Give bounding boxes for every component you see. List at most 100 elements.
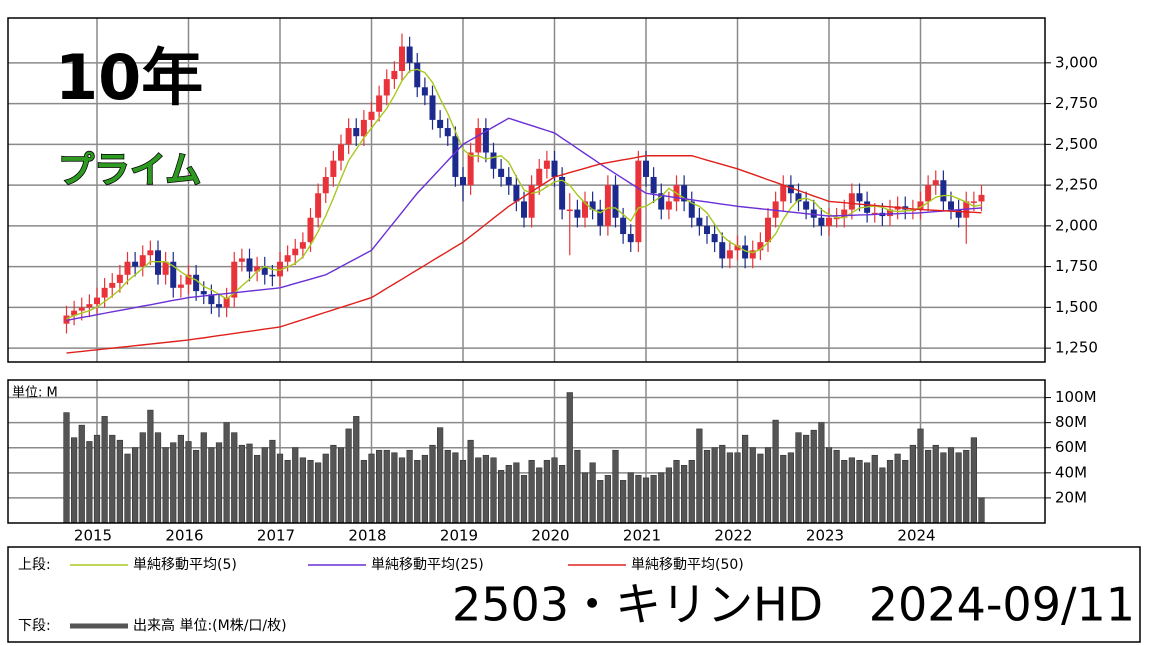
volume-bar	[917, 428, 924, 524]
candle-body	[505, 176, 512, 186]
volume-bar	[254, 454, 261, 524]
candle-body	[482, 128, 489, 153]
moving-average-line	[66, 155, 982, 354]
candle-body	[780, 185, 787, 202]
volume-bar	[139, 432, 146, 524]
candle-body	[826, 217, 832, 226]
volume-bar	[589, 462, 596, 524]
candle-body	[254, 266, 261, 272]
volume-bar	[376, 449, 383, 524]
volume-bar	[871, 454, 878, 524]
candle-body	[231, 261, 238, 298]
candle-body	[330, 160, 337, 177]
volume-bar	[459, 459, 467, 524]
candle-body	[368, 111, 375, 120]
candle-body	[658, 193, 665, 210]
y-tick-label: 2,750	[1055, 94, 1098, 112]
candle-body	[696, 217, 703, 226]
volume-bar	[642, 477, 650, 524]
candle-body	[269, 274, 276, 277]
volume-bar	[147, 409, 154, 524]
candle-body	[238, 258, 245, 262]
volume-bar	[559, 464, 566, 524]
candle-body	[612, 185, 619, 218]
volume-bar	[734, 452, 741, 524]
legend-label: 単純移動平均(50)	[631, 557, 744, 573]
candle-body	[978, 194, 985, 202]
legend-label: 出来高 単位:(M株/口/枚)	[133, 617, 287, 634]
volume-bar	[536, 467, 543, 524]
y-tick-label: 2,250	[1055, 176, 1098, 194]
candle-body	[635, 160, 642, 243]
volume-bar	[315, 462, 322, 524]
y-tick-label: 40M	[1055, 463, 1087, 481]
candle-body	[421, 87, 428, 96]
candle-body	[841, 209, 848, 218]
volume-bar	[505, 464, 512, 524]
volume-bar	[925, 449, 932, 524]
candle-body	[490, 152, 497, 169]
volume-bar	[498, 470, 505, 524]
candle-body	[528, 185, 535, 218]
candle-body	[216, 304, 222, 308]
volume-bar	[864, 462, 871, 524]
volume-bar	[726, 452, 733, 524]
candle-body	[292, 248, 299, 256]
volume-bar	[513, 462, 520, 524]
volume-bar	[711, 447, 718, 524]
legend-upper-label: 上段:	[18, 557, 51, 573]
volume-bar	[932, 444, 939, 524]
moving-average-line	[66, 117, 982, 322]
candle-body	[94, 297, 100, 305]
candle-body	[193, 274, 200, 292]
volume-bar	[528, 459, 535, 524]
candle-body	[277, 261, 283, 277]
volume-bar	[841, 459, 848, 524]
volume-bar	[383, 449, 390, 524]
candle-body	[429, 95, 436, 120]
y-tick-label: 20M	[1055, 488, 1087, 506]
volume-bar	[215, 442, 223, 524]
volume-bar	[650, 475, 657, 524]
volume-bar	[757, 453, 764, 524]
volume-bar	[658, 472, 665, 524]
candle-body	[147, 250, 154, 256]
volume-bar	[208, 447, 215, 524]
candle-body	[63, 315, 70, 324]
volume-bar	[833, 449, 840, 524]
candle-body	[597, 209, 604, 226]
candle-body	[391, 70, 398, 80]
candle-body	[765, 217, 771, 243]
volume-bar	[566, 392, 573, 524]
candle-body	[467, 152, 474, 186]
volume-bar	[86, 441, 93, 524]
volume-bar	[177, 434, 184, 524]
volume-bar	[703, 449, 711, 524]
candle-body	[955, 209, 962, 218]
volume-bar	[246, 443, 253, 524]
volume-bar	[162, 447, 169, 524]
volume-bar	[475, 457, 482, 524]
volume-bar	[124, 453, 131, 524]
volume-bar	[261, 447, 268, 524]
volume-bar	[803, 434, 810, 524]
y-tick-label: 2,500	[1055, 135, 1098, 153]
candle-body	[86, 304, 93, 308]
x-tick-label: 2015	[74, 527, 112, 545]
overlay-title: 10年	[55, 41, 203, 114]
legend-label: 単純移動平均(5)	[133, 557, 237, 573]
volume-bar	[276, 453, 284, 524]
x-tick-label: 2017	[257, 527, 295, 545]
volume-bar	[414, 459, 421, 524]
volume-bar	[780, 454, 787, 524]
volume-bar	[398, 457, 406, 524]
y-tick-label: 3,000	[1055, 53, 1098, 71]
volume-bar	[452, 452, 459, 524]
volume-bar	[292, 447, 299, 524]
volume-bar	[688, 459, 695, 524]
y-tick-label: 80M	[1055, 413, 1087, 431]
candle-body	[460, 176, 466, 186]
volume-bar	[635, 475, 642, 524]
volume-bar	[520, 475, 528, 524]
